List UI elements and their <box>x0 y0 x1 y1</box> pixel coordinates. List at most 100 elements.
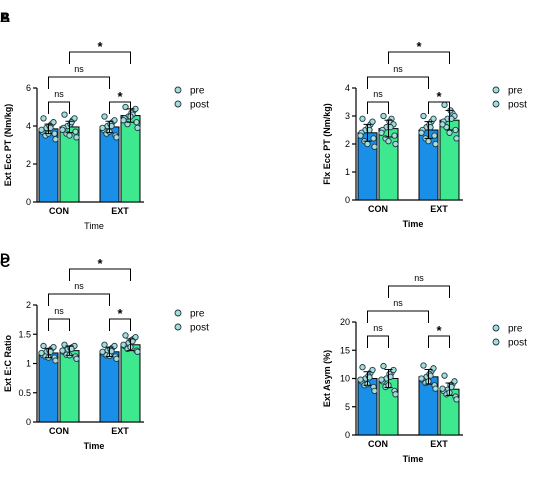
y-axis-title: Ext E:C Ratio <box>3 334 13 392</box>
data-point <box>418 129 425 136</box>
data-point <box>359 115 366 122</box>
data-point <box>369 118 376 125</box>
data-point <box>50 119 57 126</box>
legend-label-pre: pre <box>190 86 205 97</box>
panel-B: B 0 1 2 3 4 Flx Ecc PT (Nm/kg) Time CON EXT ns * ns *… <box>0 9 527 229</box>
data-point <box>420 112 427 120</box>
data-point <box>453 135 460 142</box>
data-point <box>120 117 127 124</box>
significance-bracket <box>428 335 450 348</box>
x-tick-label: CON <box>368 439 388 449</box>
data-point <box>40 115 47 122</box>
y-tick-label: 0 <box>345 195 350 205</box>
significance-bracket <box>48 101 70 114</box>
data-point <box>380 362 387 370</box>
bar-post-EXT <box>120 344 141 423</box>
significance-bracket <box>109 101 131 114</box>
significance-bracket <box>48 76 110 89</box>
data-point <box>453 396 460 403</box>
data-point <box>38 126 45 133</box>
significance-label: ns <box>54 306 64 316</box>
significance-label: * <box>97 39 103 54</box>
data-point <box>418 375 425 382</box>
data-point <box>430 365 437 372</box>
data-point <box>370 135 377 142</box>
data-point <box>51 130 58 137</box>
data-point <box>124 120 131 128</box>
significance-label: ns <box>74 64 84 74</box>
significance-bracket <box>388 285 450 298</box>
significance-label: * <box>97 256 103 271</box>
data-point <box>452 126 459 134</box>
x-tick-label: EXT <box>111 206 129 216</box>
data-point <box>38 349 45 357</box>
data-point <box>441 101 448 108</box>
y-tick-label: 1 <box>345 167 350 177</box>
data-point <box>120 341 127 348</box>
data-point <box>425 138 432 145</box>
y-axis-title: Ext Ecc PT (Nm/kg) <box>3 104 13 187</box>
data-point <box>378 129 385 136</box>
y-tick-label: 0.5 <box>18 388 31 398</box>
data-point <box>108 122 115 130</box>
y-tick-label: 15 <box>340 345 350 355</box>
data-point <box>359 364 366 371</box>
bar-pre-EXT <box>99 351 120 423</box>
significance-label: ns <box>54 89 64 99</box>
data-point <box>73 134 80 141</box>
data-point <box>378 376 385 383</box>
data-point <box>72 128 79 135</box>
significance-label: ns <box>393 64 403 74</box>
x-tick-label: CON <box>49 426 69 436</box>
data-point <box>357 132 364 139</box>
legend-marker-post <box>492 100 500 108</box>
data-point <box>371 387 378 395</box>
y-tick-label: 2 <box>26 159 31 169</box>
significance-label: ns <box>373 89 383 99</box>
significance-bracket <box>69 268 131 281</box>
x-tick-label: EXT <box>430 204 448 214</box>
x-tick-label: EXT <box>111 426 129 436</box>
data-point <box>111 342 118 350</box>
y-tick-label: 0 <box>345 430 350 440</box>
data-point <box>431 132 438 139</box>
data-point <box>52 136 59 143</box>
data-point <box>52 357 59 364</box>
data-point <box>446 129 453 136</box>
y-tick-label: 0 <box>26 197 31 207</box>
significance-bracket <box>367 335 389 348</box>
y-tick-label: 3 <box>345 111 350 121</box>
panel-C: C 0 0.5 1 1.5 2 Ext E:C Ratio Time CON EXT ns * ns * p… <box>0 254 209 451</box>
y-tick-label: 4 <box>26 121 31 131</box>
significance-bracket <box>367 101 389 114</box>
data-point <box>357 376 364 383</box>
data-point <box>364 140 371 148</box>
significance-label: ns <box>393 298 403 308</box>
data-point <box>448 383 455 391</box>
data-point <box>134 348 141 355</box>
data-point <box>122 103 129 111</box>
data-point <box>66 132 73 139</box>
legend-marker-pre <box>174 309 182 317</box>
data-point <box>387 373 394 380</box>
significance-bracket <box>69 51 131 64</box>
significance-label: * <box>416 39 422 54</box>
data-point <box>61 111 68 118</box>
y-tick-label: 2 <box>26 300 31 310</box>
data-point <box>391 132 398 139</box>
data-point <box>441 372 448 379</box>
legend-marker-pre <box>174 86 182 94</box>
legend-marker-post <box>174 323 182 331</box>
legend-label-pre: pre <box>190 309 205 320</box>
data-point <box>113 134 120 141</box>
data-point <box>113 355 120 362</box>
data-point <box>59 126 66 133</box>
data-point <box>420 362 427 369</box>
legend-label-pre: pre <box>508 324 523 335</box>
data-point <box>385 138 392 145</box>
data-point <box>387 124 394 131</box>
legend-marker-post <box>492 338 500 346</box>
data-point <box>59 347 66 354</box>
significance-bracket <box>48 318 70 331</box>
